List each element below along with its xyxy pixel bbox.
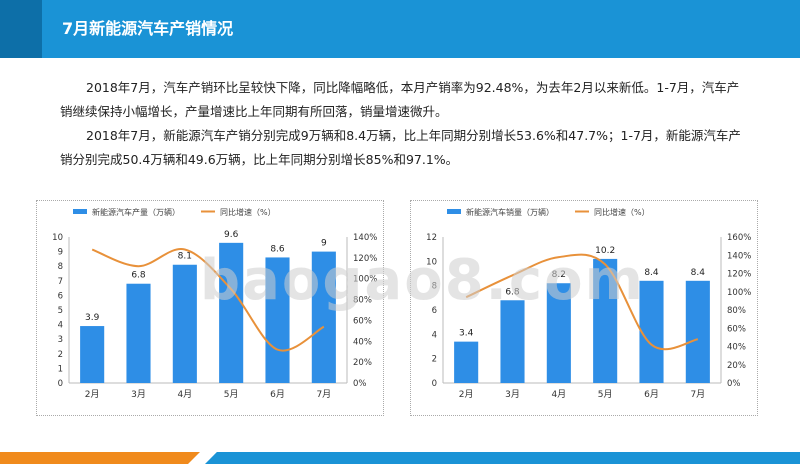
production-bar-value-label: 8.1 (178, 252, 192, 262)
production-growth-line (91, 248, 325, 352)
page-title: 7月新能源汽车产销情况 (62, 19, 234, 38)
sales-y-left-tick: 8 (432, 282, 437, 292)
production-bar (311, 251, 336, 383)
sales-y-right-tick: 100% (727, 288, 751, 298)
sales-bar (500, 300, 525, 383)
sales-bar-value-label: 6.8 (505, 287, 520, 297)
production-x-tick-label: 5月 (224, 389, 239, 400)
sales-y-left-tick: 10 (426, 257, 437, 267)
production-x-tick-label: 7月 (316, 389, 331, 400)
production-bar (80, 326, 105, 383)
sales-y-left-tick: 12 (426, 233, 437, 243)
sales-y-right-tick: 0% (727, 379, 741, 389)
paragraph-new-energy: 2018年7月，新能源汽车产销分别完成9万辆和8.4万辆，比上年同期分别增长53… (60, 128, 741, 167)
production-legend-bar-label: 新能源汽车产量（万辆） (92, 207, 180, 217)
chart-production: 新能源汽车产量（万辆） 同比增速（%） 0 1 2 3 4 5 6 7 8 9 10 0% 20% 40% 60… (36, 200, 384, 416)
sales-x-tick-label: 5月 (598, 389, 613, 400)
sales-bar-value-label: 10.2 (595, 246, 615, 256)
sales-bar (454, 341, 479, 383)
sales-y-right-tick: 80% (727, 306, 746, 316)
production-legend-line-label: 同比增速（%） (220, 207, 276, 217)
header-bar: 7月新能源汽车产销情况 (0, 0, 800, 58)
production-x-tick-label: 2月 (85, 389, 100, 400)
sales-bar (546, 283, 571, 383)
production-y-right-tick: 140% (353, 233, 377, 243)
production-y-left-tick: 9 (58, 248, 63, 258)
sales-y-left-tick: 2 (432, 355, 437, 365)
sales-y-right-tick: 40% (727, 343, 746, 353)
sales-growth-line (465, 253, 699, 351)
production-bar (172, 264, 197, 383)
production-bar (219, 242, 244, 383)
sales-bar (685, 280, 710, 383)
production-y-right-tick: 40% (353, 337, 372, 347)
production-bar-value-label: 3.9 (85, 313, 100, 323)
production-y-left-tick: 6 (58, 291, 63, 301)
sales-bar-value-label: 8.4 (644, 268, 659, 278)
sales-y-right-tick: 160% (727, 233, 751, 243)
production-y-right-tick: 0% (353, 379, 367, 389)
production-x-tick-label: 6月 (270, 389, 285, 400)
sales-y-left-tick: 6 (432, 306, 437, 316)
production-y-left-tick: 0 (58, 379, 63, 389)
production-legend-bar-swatch (73, 209, 87, 214)
production-y-left-tick: 5 (58, 306, 63, 316)
footer-blue-stripe (205, 452, 800, 464)
sales-bar (639, 280, 664, 383)
production-x-tick-label: 4月 (177, 389, 192, 400)
sales-y-left-tick: 0 (432, 379, 437, 389)
sales-bar-value-label: 8.2 (552, 270, 566, 280)
production-bar-value-label: 6.8 (131, 271, 146, 281)
sales-x-tick-label: 2月 (459, 389, 474, 400)
sales-x-tick-label: 6月 (644, 389, 659, 400)
watermark: baogao8.com (200, 248, 645, 313)
chart-sales-svg: 新能源汽车销量（万辆） 同比增速（%）0246810120%20%40%60%80… (426, 207, 751, 400)
sales-legend-line-label: 同比增速（%） (594, 207, 650, 217)
production-y-left-tick: 4 (58, 321, 63, 331)
sales-x-tick-label: 7月 (690, 389, 705, 400)
chart-production-svg: 新能源汽车产量（万辆） 同比增速（%）0123456789100%20%40%60… (52, 207, 377, 400)
production-y-right-tick: 120% (353, 254, 377, 264)
production-y-right-tick: 20% (353, 358, 372, 368)
production-y-left-tick: 8 (58, 262, 63, 272)
sales-legend-bar-swatch (447, 209, 461, 214)
production-y-left-tick: 3 (58, 335, 63, 345)
sales-y-right-tick: 20% (727, 361, 746, 371)
sales-bar-value-label: 3.4 (459, 329, 474, 339)
chart-sales: 新能源汽车销量（万辆） 同比增速（%） 0 2 4 6 8 10 12 0% 20% 40% 60% 80… (410, 200, 758, 416)
sales-y-right-tick: 60% (727, 324, 746, 334)
production-y-left-tick: 2 (58, 350, 63, 360)
header-accent (0, 0, 42, 58)
production-y-left-tick: 7 (58, 277, 63, 287)
production-bar-value-label: 9.6 (224, 230, 239, 240)
production-y-left-tick: 1 (58, 364, 63, 374)
production-bar-value-label: 8.6 (270, 244, 285, 254)
sales-y-right-tick: 140% (727, 251, 751, 261)
production-bar (265, 257, 290, 383)
sales-bar-value-label: 8.4 (691, 268, 706, 278)
production-x-tick-label: 3月 (131, 389, 146, 400)
sales-x-tick-label: 3月 (505, 389, 520, 400)
sales-y-left-tick: 4 (432, 330, 437, 340)
sales-x-tick-label: 4月 (551, 389, 566, 400)
production-y-right-tick: 60% (353, 316, 372, 326)
production-bar (126, 283, 151, 383)
footer-orange-stripe (0, 452, 200, 464)
sales-bar (593, 258, 618, 383)
production-y-left-tick: 10 (52, 233, 63, 243)
sales-legend-bar-label: 新能源汽车销量（万辆） (466, 207, 554, 217)
sales-y-right-tick: 120% (727, 270, 751, 280)
production-y-right-tick: 100% (353, 275, 377, 285)
paragraph-production-sales: 2018年7月，汽车产销环比呈较快下降，同比降幅略低，本月产销率为92.48%，… (60, 80, 740, 119)
production-y-right-tick: 80% (353, 296, 372, 306)
production-bar-value-label: 9 (321, 239, 327, 249)
